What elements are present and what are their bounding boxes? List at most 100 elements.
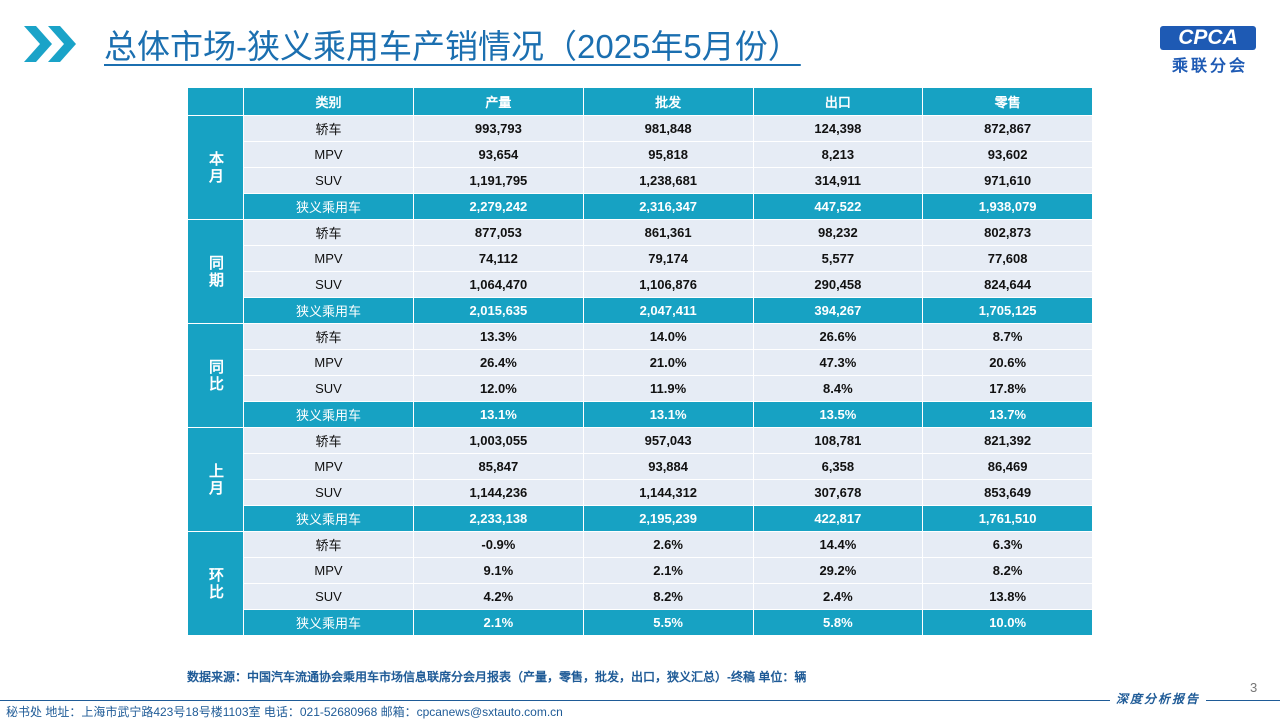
table-row: SUV 1,144,236 1,144,312 307,678 853,649 — [188, 479, 1093, 506]
value-cell: 853,649 — [922, 479, 1093, 506]
value-cell: 1,938,079 — [922, 193, 1093, 220]
divider — [0, 700, 1280, 701]
value-cell: 5,577 — [752, 245, 924, 272]
table-row: MPV 93,654 95,818 8,213 93,602 — [188, 141, 1093, 168]
category-cell: MPV — [243, 349, 414, 376]
value-cell: 5.5% — [582, 609, 754, 636]
table-row: SUV 4.2% 8.2% 2.4% 13.8% — [188, 583, 1093, 610]
table-row: SUV 1,191,795 1,238,681 314,911 971,610 — [188, 167, 1093, 194]
data-table: 类别 产量 批发 出口 零售 本月 轿车 993,793 981,848 124,398 872,8… — [187, 87, 1093, 636]
value-cell: 11.9% — [582, 375, 754, 402]
category-cell: 狭义乘用车 — [243, 401, 414, 428]
value-cell: 13.3% — [413, 323, 584, 350]
value-cell: 821,392 — [922, 427, 1093, 454]
footer-tag: 深度分析报告 — [1110, 690, 1207, 707]
value-cell: 1,144,312 — [582, 479, 754, 506]
category-cell: 狭义乘用车 — [243, 297, 414, 324]
group-label: 环比 — [187, 531, 244, 636]
category-cell: 轿车 — [243, 427, 414, 454]
value-cell: 108,781 — [752, 427, 924, 454]
value-cell: 2,316,347 — [582, 193, 754, 220]
value-cell: 1,003,055 — [413, 427, 584, 454]
value-cell: 6.3% — [922, 531, 1093, 558]
category-cell: MPV — [243, 453, 414, 480]
value-cell: 14.4% — [752, 531, 924, 558]
value-cell: 2.1% — [582, 557, 754, 584]
group-label: 上月 — [187, 427, 244, 532]
value-cell: 1,106,876 — [582, 271, 754, 298]
table-row: MPV 85,847 93,884 6,358 86,469 — [188, 453, 1093, 480]
value-cell: 13.7% — [922, 401, 1093, 428]
header-cell: 零售 — [922, 87, 1093, 116]
value-cell: 314,911 — [752, 167, 924, 194]
title: 总体市场-狭义乘用车产销情况（2025年5月份） — [104, 28, 801, 65]
value-cell: 2.1% — [413, 609, 584, 636]
value-cell: 1,191,795 — [413, 167, 584, 194]
value-cell: 2,015,635 — [413, 297, 584, 324]
value-cell: 2,279,242 — [413, 193, 584, 220]
value-cell: 77,608 — [922, 245, 1093, 272]
table-row: 同比 轿车 13.3% 14.0% 26.6% 8.7% — [187, 323, 1093, 428]
value-cell: 13.1% — [413, 401, 584, 428]
category-cell: 轿车 — [243, 219, 414, 246]
table-row: 同期 轿车 877,053 861,361 98,232 802,873 — [187, 219, 1093, 324]
group-label: 同比 — [187, 323, 244, 428]
value-cell: 8.4% — [752, 375, 924, 402]
value-cell: 12.0% — [413, 375, 584, 402]
value-cell: 1,064,470 — [413, 271, 584, 298]
value-cell: 21.0% — [582, 349, 754, 376]
value-cell: 29.2% — [752, 557, 924, 584]
value-cell: 98,232 — [752, 219, 924, 246]
category-cell: SUV — [243, 271, 414, 298]
logo-sub: 乘联分会 — [1172, 58, 1249, 75]
chevron-icon — [24, 26, 76, 62]
category-cell: 狭义乘用车 — [243, 505, 414, 532]
category-cell: 轿车 — [243, 323, 414, 350]
value-cell: 9.1% — [413, 557, 584, 584]
value-cell: 85,847 — [413, 453, 584, 480]
table-row: 环比 轿车 -0.9% 2.6% 14.4% 6.3% — [187, 531, 1093, 636]
category-cell: 轿车 — [243, 531, 414, 558]
value-cell: 47.3% — [752, 349, 924, 376]
category-cell: SUV — [243, 583, 414, 610]
value-cell: 8.7% — [922, 323, 1093, 350]
value-cell: 861,361 — [582, 219, 754, 246]
header-cell: 批发 — [582, 87, 754, 116]
value-cell: 79,174 — [582, 245, 754, 272]
value-cell: 26.4% — [413, 349, 584, 376]
value-cell: 290,458 — [752, 271, 924, 298]
table-row: 狭义乘用车 2,015,635 2,047,411 394,267 1,705,125 — [188, 297, 1093, 324]
header-cell — [187, 87, 244, 116]
category-cell: MPV — [243, 557, 414, 584]
value-cell: 1,144,236 — [413, 479, 584, 506]
category-cell: SUV — [243, 479, 414, 506]
value-cell: 824,644 — [922, 271, 1093, 298]
value-cell: 26.6% — [752, 323, 924, 350]
page-number: 3 — [1250, 680, 1258, 695]
value-cell: 422,817 — [752, 505, 924, 532]
value-cell: 124,398 — [752, 115, 924, 142]
value-cell: 13.1% — [582, 401, 754, 428]
value-cell: 86,469 — [922, 453, 1093, 480]
value-cell: 5.8% — [752, 609, 924, 636]
value-cell: 13.8% — [922, 583, 1093, 610]
category-cell: SUV — [243, 167, 414, 194]
value-cell: 1,761,510 — [922, 505, 1093, 532]
group-label: 同期 — [187, 219, 244, 324]
source-note: 数据来源：中国汽车流通协会乘用车市场信息联席分会月报表（产量，零售，批发，出口，… — [187, 670, 807, 684]
header-row: 类别 产量 批发 出口 零售 — [187, 87, 1093, 116]
table-row: 狭义乘用车 2.1% 5.5% 5.8% 10.0% — [188, 609, 1093, 636]
footer-address: 秘书处 地址：上海市武宁路423号18号楼1103室 电话：021-526809… — [6, 705, 563, 719]
category-cell: MPV — [243, 141, 414, 168]
header-cell: 出口 — [752, 87, 924, 116]
header-cell: 类别 — [243, 87, 414, 116]
value-cell: 4.2% — [413, 583, 584, 610]
table-row: 狭义乘用车 2,279,242 2,316,347 447,522 1,938,079 — [188, 193, 1093, 220]
value-cell: 447,522 — [752, 193, 924, 220]
value-cell: 93,602 — [922, 141, 1093, 168]
value-cell: 93,654 — [413, 141, 584, 168]
value-cell: 957,043 — [582, 427, 754, 454]
value-cell: 981,848 — [582, 115, 754, 142]
value-cell: 20.6% — [922, 349, 1093, 376]
